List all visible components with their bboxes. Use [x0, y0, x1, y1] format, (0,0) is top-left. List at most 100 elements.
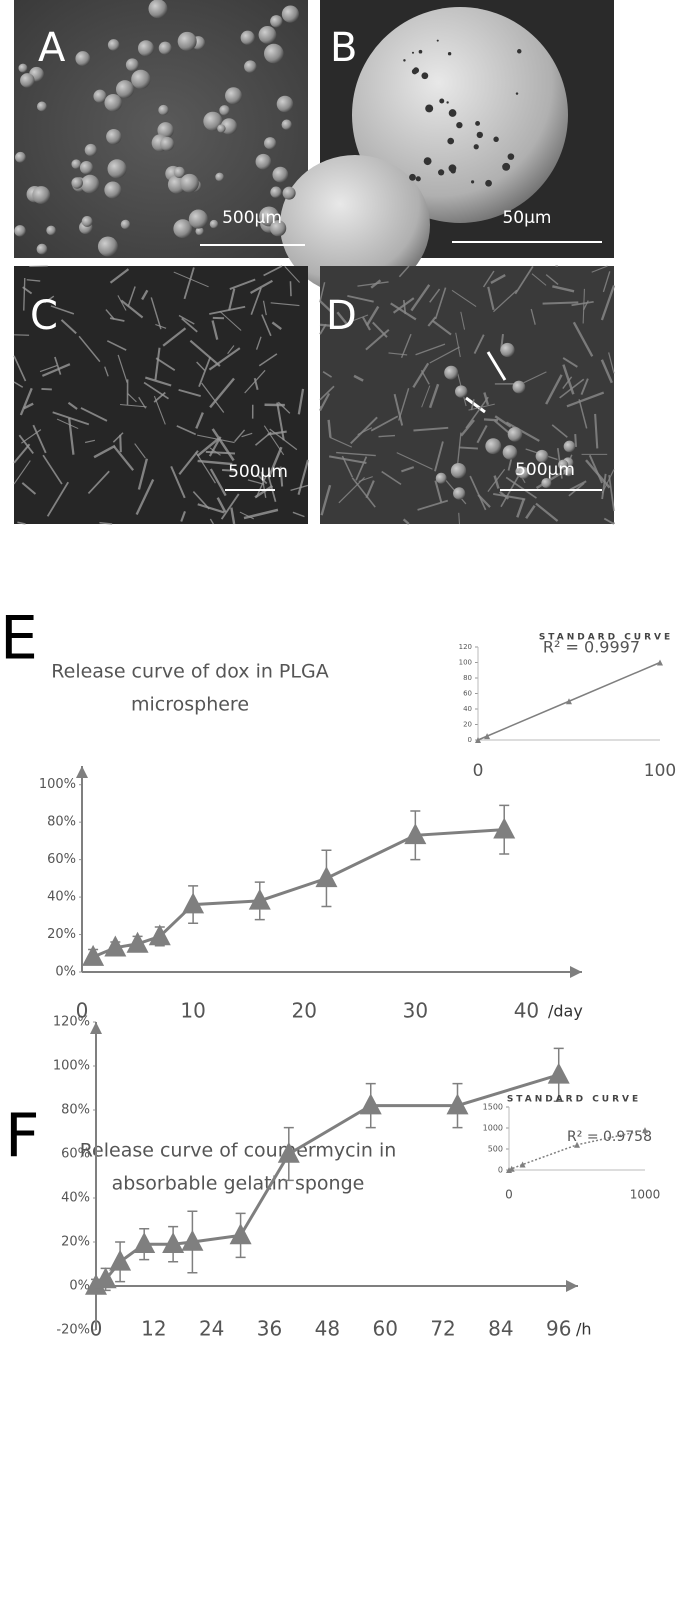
microsphere — [272, 167, 288, 183]
fiber — [459, 513, 460, 524]
x-tick-label: 12 — [141, 1317, 166, 1341]
microsphere — [98, 237, 118, 257]
microsphere — [270, 15, 282, 27]
fiber — [290, 281, 291, 296]
microsphere — [14, 225, 25, 236]
microsphere — [451, 463, 466, 478]
microsphere — [116, 80, 134, 98]
microsphere — [126, 58, 139, 71]
microsphere — [71, 177, 82, 188]
y-tick-label: 40 — [463, 705, 472, 713]
x-axis-label: /h — [576, 1320, 592, 1339]
chart-title: STANDARD CURVE — [507, 1095, 641, 1105]
microsphere — [131, 70, 150, 89]
microsphere — [46, 226, 56, 236]
microsphere — [138, 40, 154, 56]
marker — [493, 818, 515, 839]
x-tick-label: 10 — [180, 999, 205, 1023]
microsphere — [225, 87, 242, 104]
microsphere — [104, 94, 122, 112]
pore — [446, 101, 448, 103]
panel-label: A — [38, 25, 66, 71]
microsphere — [219, 105, 229, 115]
marker — [315, 866, 337, 887]
microsphere — [108, 39, 120, 51]
panel-label: F — [5, 1102, 40, 1172]
x-tick-label: 48 — [315, 1317, 340, 1341]
marker — [657, 660, 663, 666]
microsphere — [503, 445, 518, 460]
microsphere — [259, 26, 277, 44]
microsphere — [32, 186, 50, 204]
marker — [133, 1232, 155, 1253]
fiber — [543, 302, 579, 303]
microsphere — [485, 438, 501, 454]
microsphere — [455, 385, 467, 397]
chart-title: Release curve of dox in PLGA — [51, 661, 328, 683]
scale-bar-label: 500µm — [515, 460, 575, 480]
pore — [456, 122, 462, 128]
x-axis-arrow — [566, 1280, 578, 1292]
pore — [403, 59, 405, 61]
x-tick-label: 96 — [546, 1317, 571, 1341]
microsphere — [189, 210, 208, 229]
pore — [471, 180, 474, 183]
y-tick-label: 80 — [463, 674, 472, 682]
microsphere — [215, 173, 224, 182]
y-tick-label: 120% — [53, 1015, 90, 1030]
microsphere — [37, 102, 47, 112]
microsphere — [20, 73, 35, 88]
microsphere — [210, 220, 218, 228]
microsphere — [436, 473, 447, 484]
pore — [493, 137, 498, 142]
pore — [412, 52, 414, 54]
marker — [360, 1094, 382, 1115]
microsphere — [178, 32, 197, 51]
microsphere — [453, 487, 465, 499]
fiber — [575, 434, 576, 447]
scale-bar-label: 500µm — [228, 462, 288, 482]
microsphere — [564, 441, 576, 453]
panel-label: B — [330, 25, 357, 71]
y-tick-label: 40% — [61, 1191, 90, 1206]
microsphere — [283, 187, 296, 200]
y-axis-arrow — [76, 766, 88, 778]
y-tick-label: 120 — [459, 643, 472, 651]
microsphere — [444, 366, 458, 380]
y-tick-label: 0% — [55, 965, 76, 980]
panel-label: D — [326, 293, 357, 339]
y-tick-label: 20% — [61, 1235, 90, 1250]
chart-title: absorbable gelatin sponge — [112, 1173, 365, 1195]
y-tick-label: 100% — [53, 1059, 90, 1074]
microsphere — [15, 152, 26, 163]
pore — [425, 104, 433, 112]
marker — [484, 733, 490, 739]
microsphere — [80, 161, 93, 174]
pore — [485, 180, 492, 187]
chart-title: microsphere — [131, 694, 249, 716]
y-tick-label: 100 — [459, 659, 472, 667]
microsphere — [93, 90, 106, 103]
microsphere — [85, 144, 97, 156]
microsphere — [159, 42, 172, 55]
y-tick-label: 40% — [47, 890, 76, 905]
y-tick-label: 1000 — [483, 1124, 503, 1133]
pore — [517, 49, 521, 53]
microsphere — [148, 0, 167, 18]
y-tick-label: 80% — [47, 815, 76, 830]
pore — [508, 153, 515, 160]
pore — [475, 121, 480, 126]
microsphere — [37, 244, 48, 255]
x-tick-label: 0 — [505, 1188, 513, 1202]
microsphere — [121, 220, 130, 229]
x-axis-arrow — [570, 966, 582, 978]
y-tick-label: 0 — [468, 736, 472, 744]
microsphere — [217, 124, 225, 132]
microsphere — [500, 343, 514, 357]
sem-panel — [320, 266, 614, 524]
y-tick-label: 1500 — [483, 1103, 503, 1112]
microsphere — [106, 129, 121, 144]
x-tick-label: 60 — [372, 1317, 397, 1341]
y-axis-arrow — [90, 1022, 102, 1034]
